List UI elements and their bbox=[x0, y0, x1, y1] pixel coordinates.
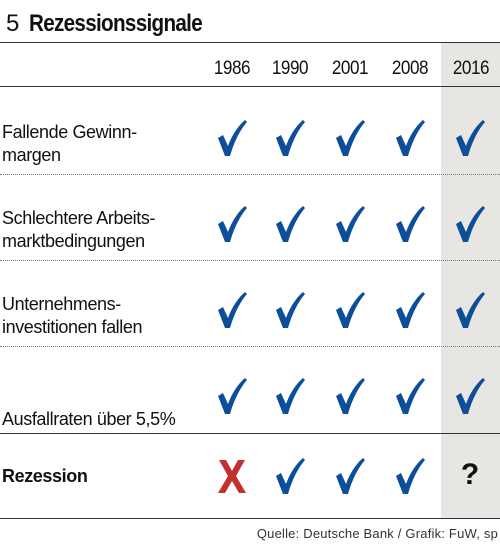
checkmark-icon bbox=[276, 120, 305, 156]
year-header-2008: 2008 bbox=[391, 58, 429, 79]
highlight-column-2016 bbox=[441, 43, 500, 519]
year-header-2016: 2016 bbox=[452, 58, 490, 79]
cross-icon bbox=[218, 460, 246, 493]
row-label-line: Unternehmens- bbox=[2, 294, 121, 314]
checkmark-icon bbox=[336, 206, 365, 242]
row-label-line: marktbedingungen bbox=[2, 231, 145, 251]
checkmark-icon bbox=[396, 206, 425, 242]
row-label-line: investitionen fallen bbox=[2, 317, 143, 337]
checkmark-icon bbox=[456, 120, 485, 156]
divider-row-1 bbox=[0, 174, 500, 175]
divider-row-2 bbox=[0, 260, 500, 261]
row-label-labour-market: Schlechtere Arbeits- marktbedingungen bbox=[2, 207, 202, 253]
divider-header bbox=[0, 86, 500, 87]
checkmark-icon bbox=[218, 378, 247, 414]
checkmark-icon bbox=[336, 458, 365, 494]
row-label-investment: Unternehmens- investitionen fallen bbox=[2, 293, 202, 339]
page-title: Rezessionssignale bbox=[28, 10, 203, 37]
question-mark: ? bbox=[460, 458, 480, 491]
checkmark-icon bbox=[396, 458, 425, 494]
checkmark-icon bbox=[396, 292, 425, 328]
source-credit: Quelle: Deutsche Bank / Grafik: FuW, sp bbox=[256, 526, 498, 541]
checkmark-icon bbox=[396, 120, 425, 156]
row-label-line: Schlechtere Arbeits- bbox=[2, 208, 156, 228]
row-label-line: margen bbox=[2, 145, 61, 165]
row-label-profit-margins: Fallende Gewinn- margen bbox=[2, 121, 202, 167]
checkmark-icon bbox=[276, 458, 305, 494]
row-label-recession: Rezession bbox=[2, 466, 88, 486]
header: 5 Rezessionssignale bbox=[6, 10, 230, 42]
divider-row-3 bbox=[0, 346, 500, 347]
checkmark-icon bbox=[276, 292, 305, 328]
year-header-1986: 1986 bbox=[213, 58, 251, 79]
divider-top bbox=[0, 42, 500, 43]
row-label-line: Fallende Gewinn- bbox=[2, 122, 137, 142]
checkmark-icon bbox=[276, 378, 305, 414]
checkmark-icon bbox=[218, 120, 247, 156]
checkmark-icon bbox=[336, 120, 365, 156]
checkmark-icon bbox=[276, 206, 305, 242]
year-header-2001: 2001 bbox=[331, 58, 369, 79]
checkmark-icon bbox=[456, 206, 485, 242]
checkmark-icon bbox=[218, 292, 247, 328]
divider-bottom bbox=[0, 518, 500, 519]
divider-row-4 bbox=[0, 433, 500, 434]
checkmark-icon bbox=[336, 292, 365, 328]
row-label-default-rates: Ausfallraten über 5,5% bbox=[2, 409, 176, 429]
checkmark-icon bbox=[396, 378, 425, 414]
checkmark-icon bbox=[456, 378, 485, 414]
checkmark-icon bbox=[218, 206, 247, 242]
year-header-1990: 1990 bbox=[271, 58, 309, 79]
chart-number: 5 bbox=[6, 10, 19, 37]
checkmark-icon bbox=[456, 292, 485, 328]
checkmark-icon bbox=[336, 378, 365, 414]
